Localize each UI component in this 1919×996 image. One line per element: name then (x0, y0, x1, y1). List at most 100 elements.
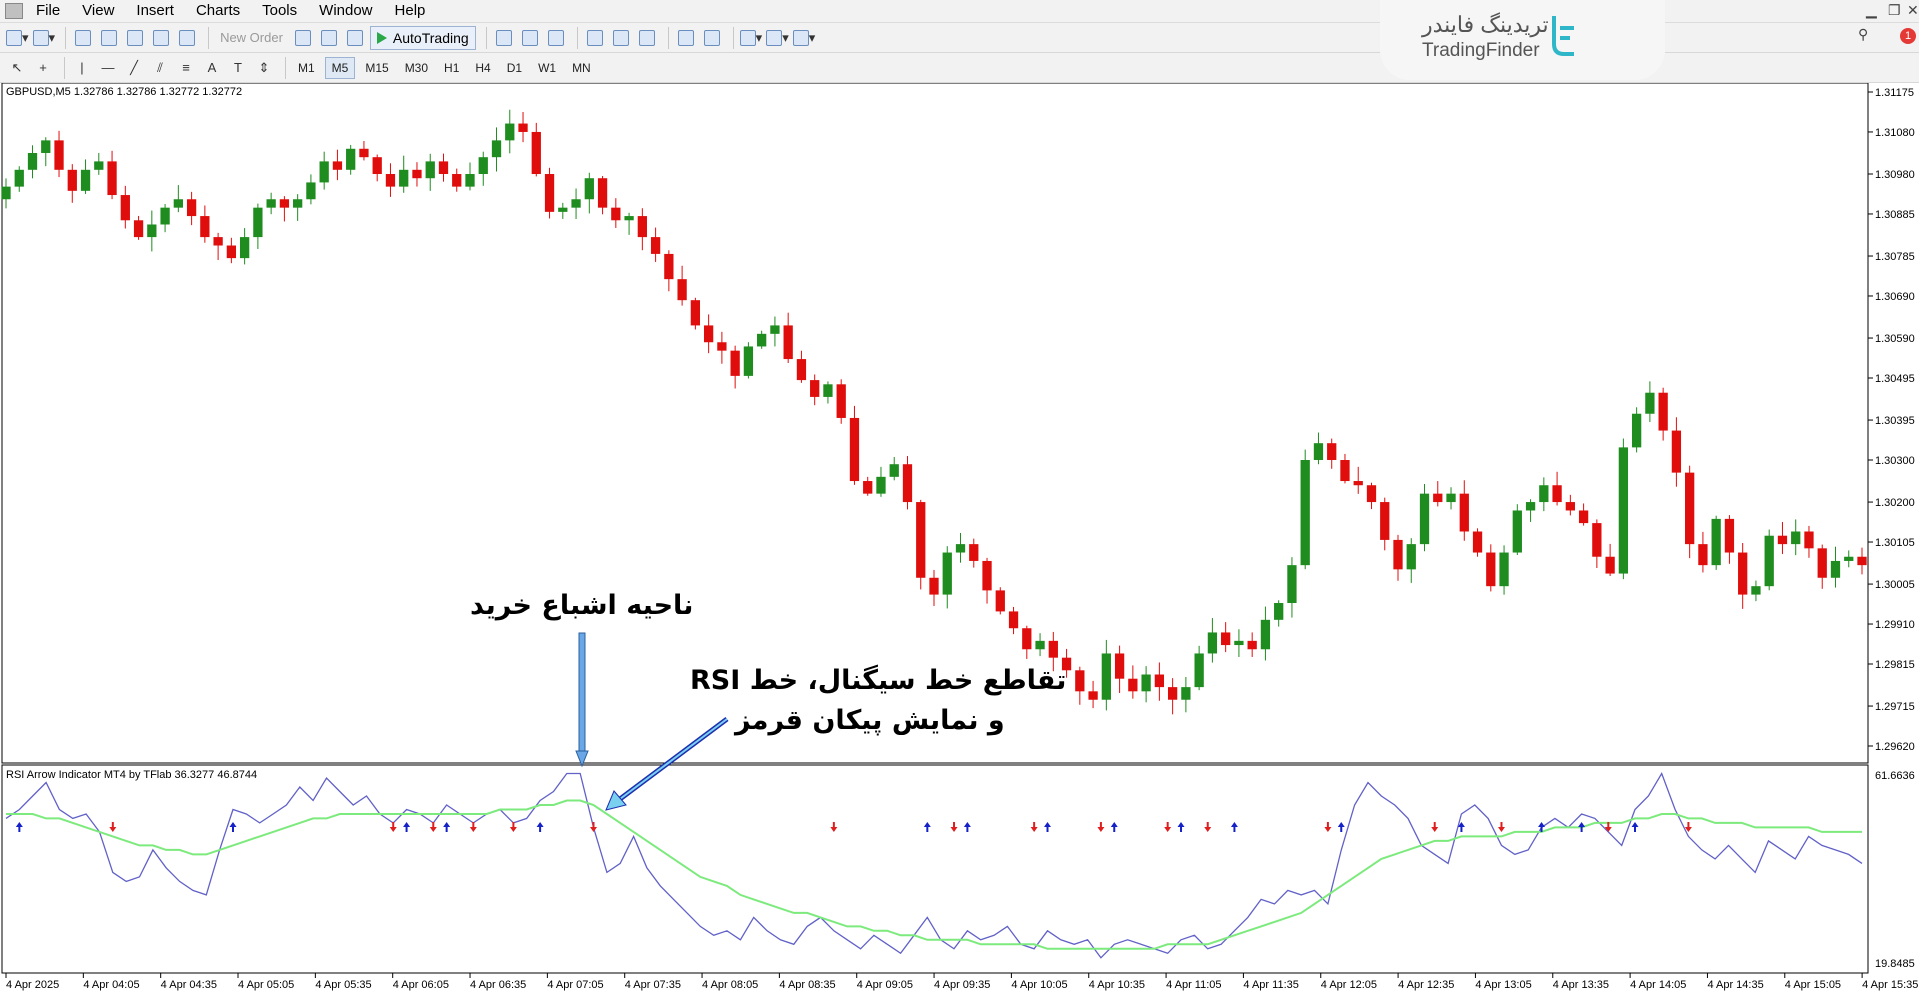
bar-chart-button[interactable] (493, 27, 515, 49)
close-icon[interactable]: ✕ (1907, 2, 1919, 18)
trendline-tool[interactable]: ╱ (123, 57, 145, 79)
data-window-button[interactable] (98, 27, 120, 49)
auto-scroll-button[interactable] (675, 27, 697, 49)
buy-arrow-icon (1043, 822, 1051, 832)
strategy-tester-button[interactable] (176, 27, 198, 49)
chart-shift-button[interactable] (701, 27, 723, 49)
candle-body (1658, 392, 1668, 431)
metaeditor-button[interactable] (292, 27, 314, 49)
time-tick-label: 4 Apr 07:05 (547, 979, 603, 991)
rsi-tick-label: 61.6636 (1875, 770, 1915, 782)
sell-arrow-icon (1204, 822, 1212, 832)
time-tick-label: 4 Apr 04:35 (161, 979, 217, 991)
restore-icon[interactable]: ❐ (1888, 2, 1901, 18)
timeframe-h4[interactable]: H4 (475, 60, 491, 75)
terminal-button[interactable] (150, 27, 172, 49)
channel-tool[interactable]: ⫽ (149, 57, 171, 79)
timeframe-m5[interactable]: M5 (324, 56, 356, 79)
time-tick-label: 4 Apr 05:35 (315, 979, 371, 991)
menu-window[interactable]: Window (319, 2, 373, 19)
time-tick-label: 4 Apr 13:05 (1475, 979, 1531, 991)
timeframe-w1[interactable]: W1 (538, 60, 557, 75)
profiles-icon (32, 29, 49, 46)
candle-body (757, 333, 767, 347)
sell-arrow-icon (469, 822, 477, 832)
timeframe-h1[interactable]: H1 (444, 60, 460, 75)
price-chart-area[interactable] (1, 83, 1869, 764)
candle-body (478, 157, 488, 175)
price-tick-label: 1.30395 (1875, 415, 1915, 427)
candle-body (1340, 460, 1350, 482)
cursor-icon: ↖ (11, 59, 23, 75)
timeframe-d1[interactable]: D1 (506, 60, 523, 75)
fibonacci-tool[interactable]: ≡ (175, 57, 197, 79)
timeframe-m15[interactable]: M15 (365, 60, 389, 75)
zoom-out-button[interactable] (610, 27, 632, 49)
candlestick-button[interactable] (519, 27, 541, 49)
new-chart-button[interactable]: ▾ (6, 27, 29, 49)
candle-body (558, 207, 568, 212)
candle-body (982, 560, 992, 591)
candle-body (889, 464, 899, 477)
periods-button[interactable]: ▾ (766, 27, 789, 49)
candle-body (571, 199, 581, 208)
bar-chart-icon (495, 29, 512, 46)
candle-body (385, 174, 396, 187)
buy-arrow-icon (923, 822, 931, 832)
timeframe-m1[interactable]: M1 (298, 60, 315, 75)
cursor-tool[interactable]: ↖ (6, 57, 28, 79)
minimize-icon[interactable]: ▁ (1866, 2, 1877, 18)
zoom-in-button[interactable] (584, 27, 606, 49)
line-chart-button[interactable] (545, 27, 567, 49)
menu-charts[interactable]: Charts (195, 2, 241, 19)
label-tool[interactable]: T (227, 57, 249, 79)
indicators-button[interactable]: ▾ (739, 27, 762, 49)
logo-text-fa: تریدینگ فایندر (1422, 12, 1549, 37)
vertical-line-tool[interactable]: | (71, 57, 93, 79)
candle-body (929, 577, 939, 595)
notification-badge[interactable]: 1 (1900, 28, 1916, 44)
price-tick-label: 1.30785 (1875, 251, 1915, 263)
candle-body (1459, 493, 1469, 532)
timeframe-m30[interactable]: M30 (404, 60, 429, 75)
time-tick-label: 4 Apr 11:35 (1243, 979, 1298, 991)
timeframe-mn[interactable]: MN (572, 60, 591, 75)
templates-button[interactable]: ▾ (792, 27, 815, 49)
candle-body (650, 237, 661, 254)
chart-window-icon[interactable] (5, 3, 23, 19)
signals-button[interactable] (318, 27, 340, 49)
menu-file[interactable]: File (36, 2, 61, 19)
candle-body (1857, 556, 1867, 566)
candle-body (584, 178, 594, 200)
tester-icon (179, 29, 196, 46)
text-tool[interactable]: A (201, 57, 223, 79)
candle-body (213, 237, 223, 246)
candle-body (995, 590, 1005, 612)
sell-arrow-icon (389, 822, 397, 832)
crosshair-tool[interactable]: + (32, 57, 54, 79)
horizontal-line-tool[interactable]: — (97, 57, 119, 79)
candle-body (1221, 632, 1231, 646)
candle-body (1353, 481, 1363, 486)
candle-body (412, 169, 422, 179)
menu-view[interactable]: View (82, 2, 115, 19)
arrows-tool[interactable]: ⇕ (253, 57, 275, 79)
new-order-button[interactable]: New Order (220, 30, 283, 45)
candle-body (1207, 632, 1218, 654)
candle-body (491, 140, 502, 158)
menu-help[interactable]: Help (394, 2, 426, 19)
navigator-button[interactable] (124, 27, 146, 49)
chart-window[interactable]: 1.31175 1.31080 1.30980 1.30885 1.30785 1.306… (0, 83, 1919, 996)
search-icon[interactable]: ⚲ (1858, 26, 1869, 42)
toolbar-separator (65, 26, 67, 49)
menu-tools[interactable]: Tools (262, 2, 298, 19)
candle-body (1141, 674, 1151, 692)
rsi-subwindow[interactable] (1, 764, 1869, 974)
autotrading-button[interactable]: AutoTrading (369, 25, 476, 50)
tile-windows-button[interactable] (636, 27, 658, 49)
market-watch-button[interactable] (72, 27, 94, 49)
toolbar-separator (208, 26, 210, 49)
market-button[interactable] (344, 27, 366, 49)
menu-insert[interactable]: Insert (136, 2, 174, 19)
profiles-button[interactable]: ▾ (32, 27, 55, 49)
